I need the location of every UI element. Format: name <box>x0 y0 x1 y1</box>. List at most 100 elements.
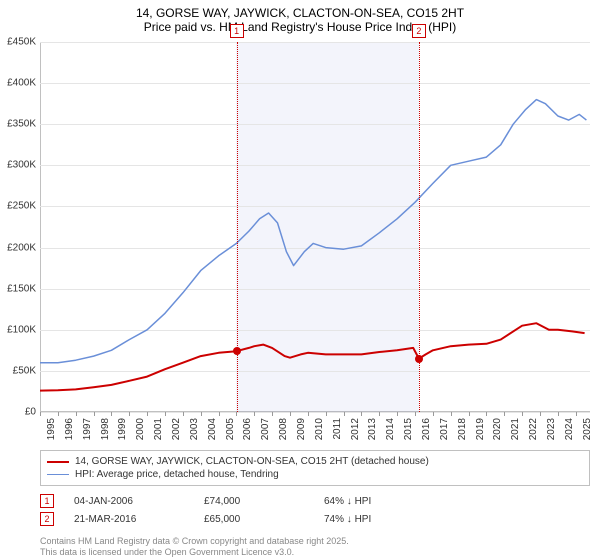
x-tick-label: 2005 <box>223 418 236 440</box>
y-tick-label: £400K <box>7 78 40 89</box>
legend-label-hpi: HPI: Average price, detached house, Tend… <box>75 469 279 480</box>
x-tick <box>344 412 345 416</box>
x-tick-label: 1996 <box>62 418 75 440</box>
x-tick-label: 2006 <box>240 418 253 440</box>
x-tick-label: 2020 <box>490 418 503 440</box>
x-tick <box>486 412 487 416</box>
x-tick <box>308 412 309 416</box>
plot-area: £0£50K£100K£150K£200K£250K£300K£350K£400… <box>40 42 590 412</box>
x-tick-label: 1999 <box>115 418 128 440</box>
x-tick <box>219 412 220 416</box>
x-tick-label: 1995 <box>44 418 57 440</box>
x-tick <box>272 412 273 416</box>
x-tick <box>76 412 77 416</box>
y-tick-label: £100K <box>7 324 40 335</box>
x-tick <box>415 412 416 416</box>
legend: 14, GORSE WAY, JAYWICK, CLACTON-ON-SEA, … <box>40 450 590 486</box>
x-tick-label: 2001 <box>151 418 164 440</box>
x-tick <box>254 412 255 416</box>
gridline <box>40 412 590 413</box>
x-tick-label: 2023 <box>544 418 557 440</box>
x-tick-label: 2009 <box>294 418 307 440</box>
x-tick-label: 1998 <box>98 418 111 440</box>
x-tick-label: 2013 <box>365 418 378 440</box>
x-tick <box>201 412 202 416</box>
x-tick-label: 2010 <box>312 418 325 440</box>
sale-delta-vs-hpi: 64% ↓ HPI <box>324 496 424 507</box>
legend-swatch-hpi <box>47 474 69 475</box>
x-tick-label: 2012 <box>348 418 361 440</box>
x-tick <box>40 412 41 416</box>
x-tick <box>504 412 505 416</box>
x-tick-label: 2004 <box>205 418 218 440</box>
sales-table: 1 04-JAN-2006 £74,000 64% ↓ HPI 2 21-MAR… <box>40 492 590 528</box>
sale-marker-box: 1 <box>230 24 244 38</box>
sale-marker-icon: 1 <box>40 494 54 508</box>
x-tick-label: 2014 <box>383 418 396 440</box>
table-row: 1 04-JAN-2006 £74,000 64% ↓ HPI <box>40 492 590 510</box>
sale-date: 21-MAR-2016 <box>74 514 184 525</box>
sale-price: £74,000 <box>204 496 304 507</box>
x-tick-label: 2017 <box>437 418 450 440</box>
x-tick-label: 2007 <box>258 418 271 440</box>
x-tick-label: 2016 <box>419 418 432 440</box>
x-tick <box>522 412 523 416</box>
series-hpi <box>40 100 586 363</box>
x-tick <box>165 412 166 416</box>
sale-delta-vs-hpi: 74% ↓ HPI <box>324 514 424 525</box>
x-tick <box>58 412 59 416</box>
x-tick <box>326 412 327 416</box>
sale-marker-dot <box>233 347 241 355</box>
x-tick-label: 1997 <box>80 418 93 440</box>
x-tick <box>361 412 362 416</box>
x-tick <box>183 412 184 416</box>
x-tick <box>236 412 237 416</box>
x-tick-label: 2022 <box>526 418 539 440</box>
sale-marker-icon: 2 <box>40 512 54 526</box>
x-tick <box>433 412 434 416</box>
x-tick-label: 2002 <box>169 418 182 440</box>
x-tick <box>94 412 95 416</box>
attribution-line: Contains HM Land Registry data © Crown c… <box>40 536 349 547</box>
x-tick <box>540 412 541 416</box>
x-tick <box>379 412 380 416</box>
legend-row: HPI: Average price, detached house, Tend… <box>47 468 583 481</box>
table-row: 2 21-MAR-2016 £65,000 74% ↓ HPI <box>40 510 590 528</box>
x-tick <box>397 412 398 416</box>
x-tick <box>290 412 291 416</box>
x-tick-label: 2008 <box>276 418 289 440</box>
chart-title: 14, GORSE WAY, JAYWICK, CLACTON-ON-SEA, … <box>0 0 600 20</box>
sale-date: 04-JAN-2006 <box>74 496 184 507</box>
x-tick <box>576 412 577 416</box>
sale-marker-dot <box>415 355 423 363</box>
x-tick <box>147 412 148 416</box>
attribution: Contains HM Land Registry data © Crown c… <box>40 536 349 558</box>
legend-swatch-property <box>47 461 69 463</box>
x-tick-label: 2021 <box>508 418 521 440</box>
line-series-svg <box>40 42 590 412</box>
x-tick-label: 2018 <box>455 418 468 440</box>
x-tick <box>111 412 112 416</box>
x-tick-label: 2019 <box>473 418 486 440</box>
y-tick-label: £50K <box>13 365 40 376</box>
series-property <box>40 323 585 390</box>
x-tick-label: 2011 <box>330 418 343 440</box>
y-tick-label: £450K <box>7 37 40 48</box>
sale-price: £65,000 <box>204 514 304 525</box>
legend-row: 14, GORSE WAY, JAYWICK, CLACTON-ON-SEA, … <box>47 455 583 468</box>
y-tick-label: £300K <box>7 160 40 171</box>
x-tick-label: 2000 <box>133 418 146 440</box>
x-tick <box>558 412 559 416</box>
chart-container: 14, GORSE WAY, JAYWICK, CLACTON-ON-SEA, … <box>0 0 600 560</box>
y-tick-label: £0 <box>25 407 40 418</box>
x-tick <box>469 412 470 416</box>
legend-label-property: 14, GORSE WAY, JAYWICK, CLACTON-ON-SEA, … <box>75 456 429 467</box>
chart-subtitle: Price paid vs. HM Land Registry's House … <box>0 20 600 38</box>
attribution-line: This data is licensed under the Open Gov… <box>40 547 349 558</box>
x-tick-label: 2015 <box>401 418 414 440</box>
sale-marker-box: 2 <box>412 24 426 38</box>
x-tick <box>129 412 130 416</box>
y-tick-label: £350K <box>7 119 40 130</box>
sale-vline <box>237 42 238 412</box>
y-tick-label: £200K <box>7 242 40 253</box>
